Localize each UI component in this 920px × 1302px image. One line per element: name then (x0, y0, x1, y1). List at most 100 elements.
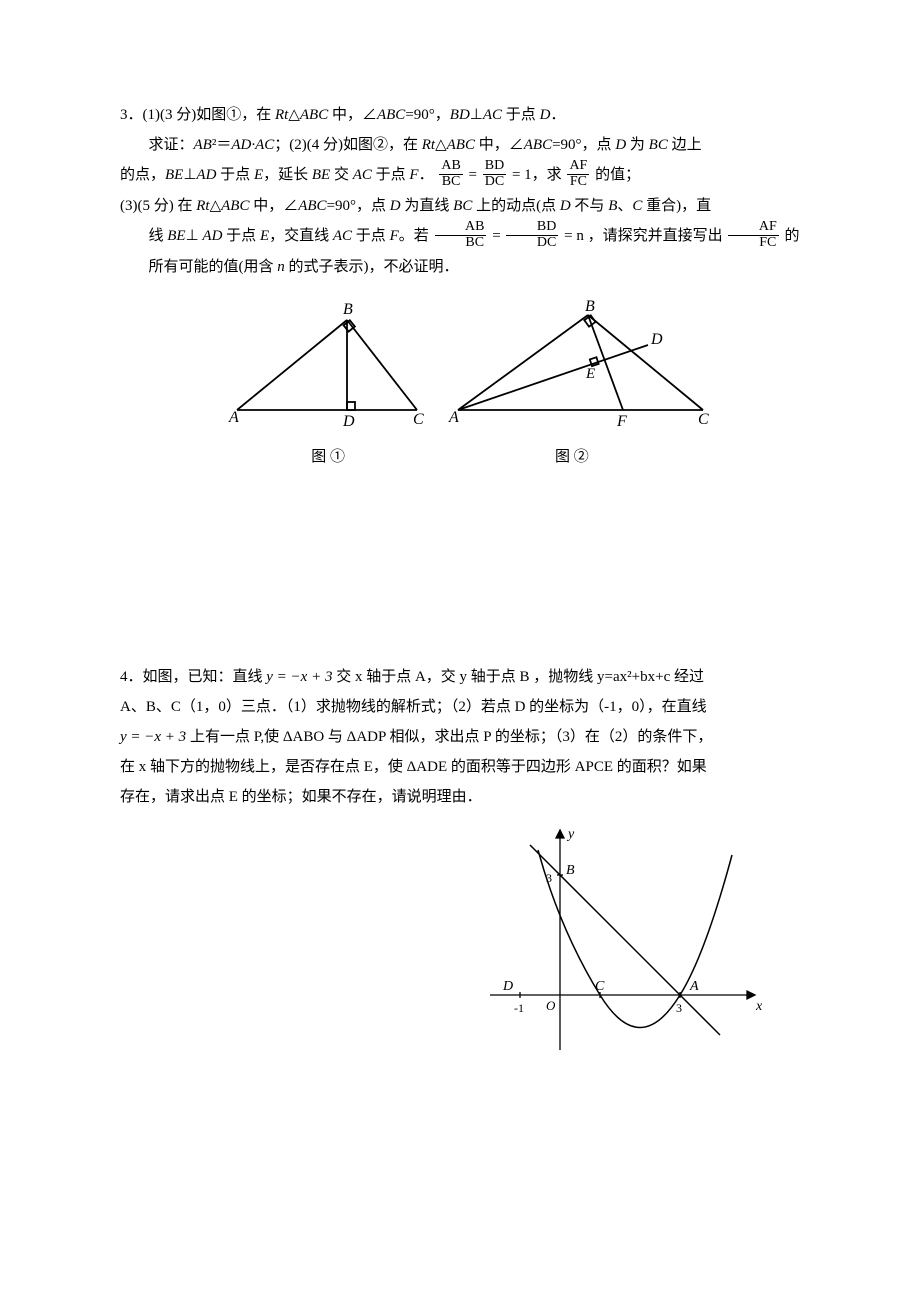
page: 3．(1)(3 分)如图①，在 Rt△ABC 中，∠ABC=90°，BD⊥AC … (0, 0, 920, 1302)
frac-num: BD (506, 220, 558, 236)
text-italic: AB (194, 137, 212, 153)
text: =90°，点 (327, 198, 390, 214)
fig2-label-A: A (448, 409, 459, 426)
q4-line1: 4．如图，已知：直线 y = −x + 3 交 x 轴于点 A，交 y 轴于点 … (120, 662, 810, 692)
text-italic: BE (312, 167, 330, 183)
fig2-label-F: F (616, 413, 627, 430)
text: =90°，点 (552, 137, 615, 153)
text: 3．(1)(3 分)如图①，在 (120, 107, 275, 123)
q3-line2: 求证：AB²＝AD·AC；(2)(4 分)如图②，在 Rt△ABC 中，∠ABC… (120, 130, 810, 160)
text: 于点 (216, 167, 254, 183)
text: 中，∠ (328, 107, 377, 123)
frac-num: AF (567, 159, 589, 175)
fraction: BDDC (483, 159, 506, 189)
text-italic: AC (333, 228, 352, 244)
text-italic: F (390, 228, 399, 244)
text: 上有一点 P,使 ΔABO 与 ΔADP 相似，求出点 P 的坐标；（3）在（2… (186, 729, 712, 745)
text: 的值； (591, 167, 640, 183)
text-italic: AD·AC (231, 137, 274, 153)
text-italic: F (409, 167, 418, 183)
text: ⊥ (183, 167, 196, 183)
text: 、 (617, 198, 632, 214)
text-italic: E (260, 228, 269, 244)
text: ；(2)(4 分)如图②，在 (274, 137, 421, 153)
text-italic: D (540, 107, 551, 123)
text-italic: AD (202, 228, 222, 244)
text-italic: AC (353, 167, 372, 183)
text: ，交直线 (269, 228, 333, 244)
frac-den: FC (567, 175, 589, 190)
text: △ (210, 198, 222, 214)
text-italic: y = −x + 3 (120, 729, 186, 745)
graph-label-x: x (755, 999, 763, 1014)
text: 交 (330, 167, 353, 183)
fig2-label-D: D (650, 331, 663, 348)
text: ²＝ (212, 137, 232, 153)
q3-line4: (3)(5 分) 在 Rt△ABC 中，∠ABC=90°，点 D 为直线 BC … (120, 191, 810, 221)
text: 为 (626, 137, 649, 153)
graph-tick-3x: 3 (676, 1001, 682, 1015)
text-italic: D (390, 198, 401, 214)
text-italic: D (560, 198, 571, 214)
text-italic: BC (453, 198, 472, 214)
text: 于点 (372, 167, 410, 183)
text: ⊥ (470, 107, 483, 123)
text: 于点 (222, 228, 260, 244)
text: 于点 (502, 107, 540, 123)
text-italic: ABC (377, 107, 405, 123)
text-italic: B (608, 198, 617, 214)
text: 的 (781, 228, 800, 244)
q3-line3: 的点，BE⊥AD 于点 E，延长 BE 交 AC 于点 F． ABBC = BD… (120, 160, 810, 191)
q4-graph: y x O B 3 A 3 C D -1 (470, 820, 770, 1060)
frac-num: BD (483, 159, 506, 175)
q3-line5: 线 BE⊥ AD 于点 E，交直线 AC 于点 F。若 ABBC = BDDC … (120, 221, 810, 252)
text: 的点， (120, 167, 165, 183)
frac-num: AF (728, 220, 778, 236)
text-italic: n (277, 259, 285, 275)
text: 重合)，直 (642, 198, 711, 214)
fig2-label-C: C (698, 411, 709, 428)
frac-den: BC (439, 175, 462, 190)
text: ，延长 (263, 167, 312, 183)
text: 4．如图，已知：直线 (120, 669, 266, 685)
text-italic: ABC (298, 198, 326, 214)
text: 交 x 轴于点 A，交 y 轴于点 B ，抛物线 y=ax²+bx+c 经过 (332, 669, 704, 685)
fig2-caption: 图 ② (437, 442, 707, 472)
text: 线 (149, 228, 168, 244)
text-italic: ABC (300, 107, 328, 123)
text: 上的动点(点 (472, 198, 560, 214)
text: 在 x 轴下方的抛物线上，是否存在点 E，使 ΔADE 的面积等于四边形 APC… (120, 759, 707, 775)
text-italic: BE (165, 167, 183, 183)
text: ． (419, 167, 434, 183)
frac-num: AB (435, 220, 487, 236)
text: =90°， (405, 107, 449, 123)
text-italic: ABC (524, 137, 552, 153)
q3-line6: 所有可能的值(用含 n 的式子表示)，不必证明． (120, 252, 810, 282)
text-italic: ABC (221, 198, 249, 214)
fig1-label-C: C (413, 411, 424, 428)
graph-label-A: A (689, 979, 699, 994)
text: 的式子表示)，不必证明． (285, 259, 459, 275)
spacer (120, 482, 810, 662)
text: 为直线 (401, 198, 454, 214)
fraction: ABBC (435, 220, 487, 250)
q4-line4: 在 x 轴下方的抛物线上，是否存在点 E，使 ΔADE 的面积等于四边形 APC… (120, 752, 810, 782)
graph-tick-m1: -1 (514, 1001, 524, 1015)
q4-line2: A、B、C（1，0）三点．（1）求抛物线的解析式；（2）若点 D 的坐标为（-1… (120, 692, 810, 722)
graph-label-B: B (566, 863, 575, 878)
text: 边上 (668, 137, 702, 153)
frac-den: BC (435, 236, 487, 251)
text-italic: ABC (447, 137, 475, 153)
q4-line5: 存在，请求出点 E 的坐标；如果不存在，请说明理由． (120, 782, 810, 812)
q4-line3: y = −x + 3 上有一点 P,使 ΔABO 与 ΔADP 相似，求出点 P… (120, 722, 810, 752)
frac-num: AB (439, 159, 462, 175)
fig2-label-B: B (585, 300, 595, 315)
fraction: ABBC (439, 159, 462, 189)
fig1-label-A: A (228, 409, 239, 426)
text-italic: Rt (196, 198, 209, 214)
text: 中，∠ (475, 137, 524, 153)
text: ． (550, 107, 565, 123)
graph-label-O: O (546, 998, 556, 1013)
figure-1: A B C D (217, 300, 427, 440)
frac-den: DC (506, 236, 558, 251)
